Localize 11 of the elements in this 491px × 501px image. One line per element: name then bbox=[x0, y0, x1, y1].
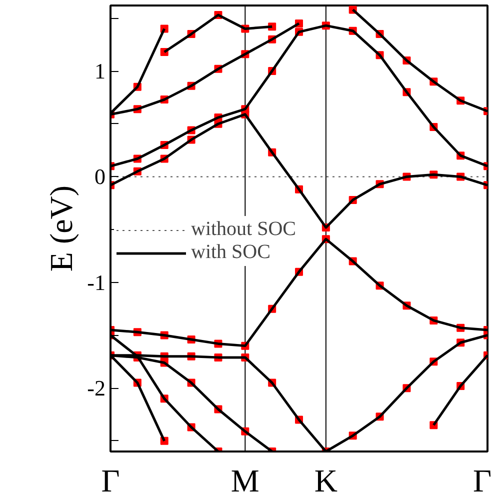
y-axis-title: E (eV) bbox=[43, 185, 80, 272]
y-tick-label: -2 bbox=[87, 376, 106, 401]
y-tick-label: 0 bbox=[94, 164, 106, 190]
x-tick-label: Γ bbox=[101, 462, 120, 498]
legend-label: with SOC bbox=[191, 241, 270, 264]
x-tick-label: M bbox=[230, 462, 260, 498]
y-tick-label: -1 bbox=[87, 270, 106, 295]
x-tick-label: Γ bbox=[473, 462, 491, 498]
x-tick-label: K bbox=[314, 462, 338, 498]
y-tick-label: 1 bbox=[94, 58, 106, 84]
legend-label: without SOC bbox=[191, 218, 296, 241]
